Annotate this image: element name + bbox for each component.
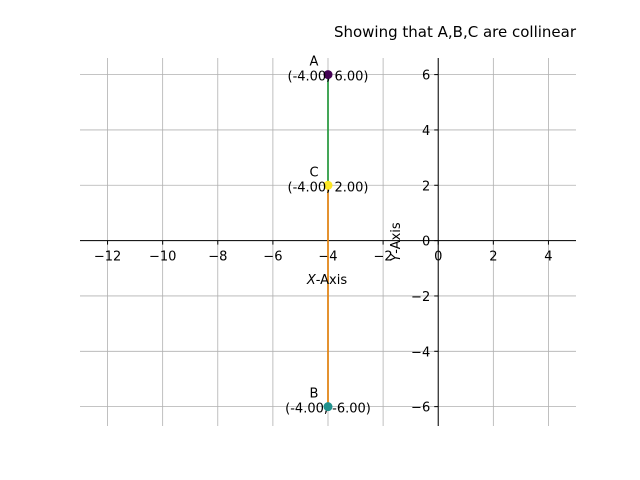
y-tick-label: −2 <box>411 290 430 305</box>
y-tick-label: 6 <box>422 69 430 84</box>
x-tick-label: −6 <box>263 250 282 265</box>
y-tick-label: −6 <box>411 401 430 416</box>
x-tick-label: 2 <box>489 250 497 265</box>
labels: A(-4.00, 6.00) B(-4.00, -6.00) C(-4.00, 2.… <box>285 55 371 417</box>
x-axis-label: X-Axis <box>306 273 348 288</box>
point-coord-A: (-4.00, 6.00) <box>288 70 369 85</box>
y-tick-label: 2 <box>422 179 430 194</box>
y-tick-label: −4 <box>411 345 430 360</box>
y-axis-label-var: Y <box>389 253 404 262</box>
y-tick-label: 4 <box>422 124 430 139</box>
x-tick-label: −2 <box>374 250 393 265</box>
y-axis-label-rest: -Axis <box>389 222 404 254</box>
point-B <box>323 402 333 412</box>
point-name-A: A <box>310 55 319 70</box>
x-tick-label: −8 <box>208 250 227 265</box>
chart-title: Showing that A,B,C are collinear <box>334 23 577 41</box>
point-name-C: C <box>309 165 318 180</box>
x-tick-label: 0 <box>434 250 442 265</box>
y-tick-label: 0 <box>422 235 430 250</box>
x-axis-label-var: X <box>306 273 317 288</box>
x-tick-label: −12 <box>94 250 121 265</box>
x-tick-label: −10 <box>149 250 176 265</box>
point-coord-B: (-4.00, -6.00) <box>285 402 371 417</box>
point-coord-C: (-4.00, 2.00) <box>288 180 369 195</box>
x-tick-label: 4 <box>544 250 552 265</box>
point-C <box>323 180 333 190</box>
x-axis-label-rest: -Axis <box>316 273 348 288</box>
point-A <box>323 70 333 80</box>
point-name-B: B <box>310 387 319 402</box>
points <box>323 70 333 412</box>
y-axis-label: Y-Axis <box>389 222 404 262</box>
